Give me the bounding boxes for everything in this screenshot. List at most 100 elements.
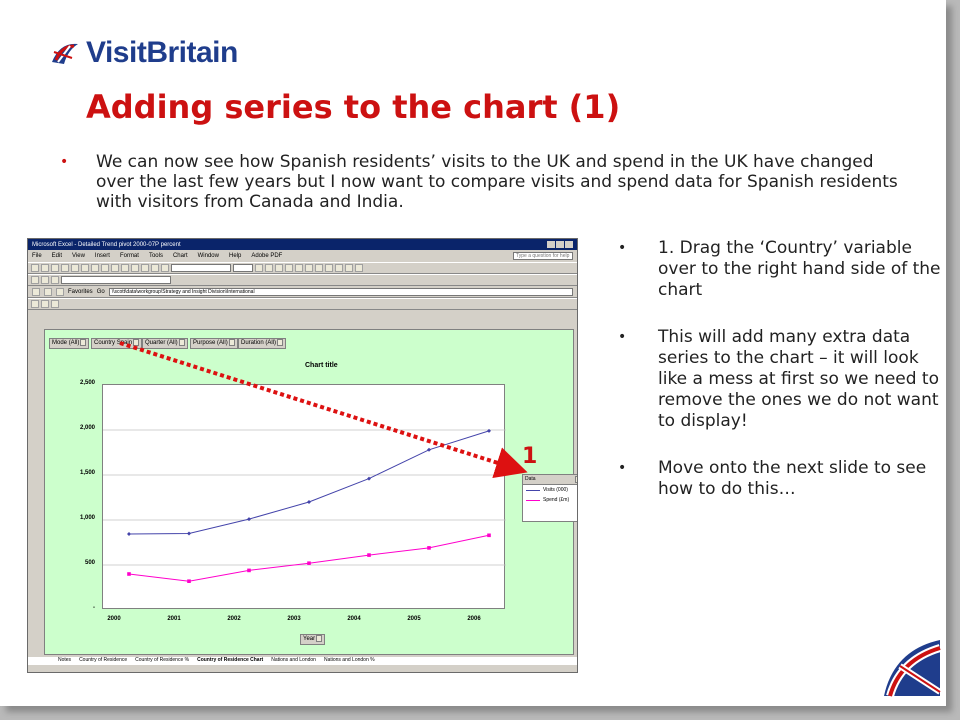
page-field-value: (All) xyxy=(265,340,277,347)
data-point[interactable] xyxy=(307,561,311,565)
borders-icon[interactable] xyxy=(335,264,343,272)
data-point[interactable] xyxy=(247,517,251,522)
dropdown-icon[interactable] xyxy=(316,635,323,642)
visitbritain-logo: VisitBritain xyxy=(50,36,238,70)
legend-data-field[interactable]: Data xyxy=(523,475,577,485)
menu-file[interactable]: File xyxy=(32,253,42,259)
maximize-icon[interactable] xyxy=(556,241,564,248)
copy-icon[interactable] xyxy=(101,264,109,272)
align-center-icon[interactable] xyxy=(295,264,303,272)
page-field-duration[interactable]: Duration (All) xyxy=(238,338,287,349)
menu-edit[interactable]: Edit xyxy=(51,253,63,259)
chart-legend[interactable]: Data Visits (000) Spend (£m) xyxy=(522,474,577,522)
data-point[interactable] xyxy=(487,428,491,433)
print-icon[interactable] xyxy=(61,264,69,272)
data-point[interactable] xyxy=(127,531,131,536)
plot-area[interactable] xyxy=(102,384,506,609)
close-icon[interactable] xyxy=(565,241,573,248)
sheet-tab-country-of-residence-pct[interactable]: Country of Residence % xyxy=(135,657,190,663)
excel-screenshot: Microsoft Excel - Detailed Trend pivot 2… xyxy=(27,238,578,673)
reply-with-changes-button[interactable] xyxy=(61,276,171,284)
menu-view[interactable]: View xyxy=(72,253,85,259)
data-point[interactable] xyxy=(487,533,491,538)
sheet-tab-country-of-residence-chart[interactable]: Country of Residence Chart xyxy=(197,657,264,663)
chart-wizard-icon[interactable] xyxy=(161,264,169,272)
save-icon[interactable] xyxy=(51,264,59,272)
dropdown-icon[interactable] xyxy=(575,476,577,483)
chart-area[interactable]: Mode (All) Country Spain Quarter (All) P… xyxy=(44,329,577,655)
pdf-mail-icon[interactable] xyxy=(41,300,49,308)
back-icon[interactable] xyxy=(32,287,40,296)
fill-color-icon[interactable] xyxy=(345,264,353,272)
data-point[interactable] xyxy=(307,500,311,504)
menu-help[interactable]: Help xyxy=(228,253,242,259)
data-point[interactable] xyxy=(367,476,371,481)
cut-icon[interactable] xyxy=(91,264,99,272)
open-icon[interactable] xyxy=(41,264,49,272)
data-point[interactable] xyxy=(367,553,371,557)
go-button[interactable]: Go xyxy=(96,288,105,295)
menu-adobe-pdf[interactable]: Adobe PDF xyxy=(251,253,283,259)
sum-icon[interactable] xyxy=(141,264,149,272)
dropdown-icon[interactable] xyxy=(178,339,185,346)
data-point[interactable] xyxy=(187,579,191,583)
stop-icon[interactable] xyxy=(56,287,64,296)
data-point[interactable] xyxy=(127,572,131,576)
sheet-tab-nations-and-london[interactable]: Nations and London xyxy=(271,657,316,663)
align-left-icon[interactable] xyxy=(285,264,293,272)
dropdown-icon[interactable] xyxy=(228,339,235,346)
review-icon[interactable] xyxy=(31,276,39,284)
legend-entry[interactable]: Visits (000) xyxy=(523,485,577,495)
legend-swatch xyxy=(526,499,540,501)
italic-icon[interactable] xyxy=(265,264,273,272)
menu-window[interactable]: Window xyxy=(197,253,219,259)
bold-icon[interactable] xyxy=(255,264,263,272)
underline-icon[interactable] xyxy=(275,264,283,272)
menu-insert[interactable]: Insert xyxy=(94,253,110,259)
sheet-tab-notes[interactable]: Notes xyxy=(58,657,72,663)
chart-title[interactable]: Chart title xyxy=(305,362,338,369)
font-color-icon[interactable] xyxy=(355,264,363,272)
spelling-icon[interactable] xyxy=(81,264,89,272)
page-field-quarter[interactable]: Quarter (All) xyxy=(142,338,188,349)
minimize-icon[interactable] xyxy=(547,241,555,248)
sheet-tab-nations-and-london-pct[interactable]: Nations and London % xyxy=(323,657,375,663)
paste-icon[interactable] xyxy=(111,264,119,272)
font-size-select[interactable] xyxy=(233,264,253,272)
menu-chart[interactable]: Chart xyxy=(172,253,188,259)
new-icon[interactable] xyxy=(31,264,39,272)
pdf-icon[interactable] xyxy=(31,300,39,308)
data-point[interactable] xyxy=(427,546,431,550)
font-name-select[interactable] xyxy=(171,264,231,272)
data-point[interactable] xyxy=(187,531,191,536)
page-field-mode[interactable]: Mode (All) xyxy=(49,338,90,349)
dropdown-icon[interactable] xyxy=(277,339,284,346)
page-field-country[interactable]: Country Spain xyxy=(91,338,143,349)
track-changes-icon[interactable] xyxy=(51,276,59,284)
percent-icon[interactable] xyxy=(325,264,333,272)
address-field[interactable]: \\scott\data\workgroup\Strategy and Insi… xyxy=(108,287,573,296)
x-tick-label: 2006 xyxy=(467,616,481,622)
name-box[interactable] xyxy=(51,300,59,308)
union-flag-corner-icon xyxy=(884,640,942,698)
forward-icon[interactable] xyxy=(44,287,52,296)
dropdown-icon[interactable] xyxy=(80,339,87,346)
preview-icon[interactable] xyxy=(71,264,79,272)
undo-icon[interactable] xyxy=(121,264,129,272)
data-point[interactable] xyxy=(247,568,251,573)
align-right-icon[interactable] xyxy=(305,264,313,272)
menu-format[interactable]: Format xyxy=(119,253,139,259)
legend-entry[interactable]: Spend (£m) xyxy=(523,495,577,505)
dropdown-icon[interactable] xyxy=(133,339,140,346)
row-field-year[interactable]: Year xyxy=(300,634,326,645)
sheet-tab-country-of-residence[interactable]: Country of Residence xyxy=(79,657,128,663)
comment-icon[interactable] xyxy=(41,276,49,284)
data-point[interactable] xyxy=(427,447,431,452)
currency-icon[interactable] xyxy=(315,264,323,272)
page-field-purpose[interactable]: Purpose (All) xyxy=(190,338,238,349)
menu-tools[interactable]: Tools xyxy=(148,253,163,259)
sort-icon[interactable] xyxy=(151,264,159,272)
help-search-input[interactable]: Type a question for help xyxy=(513,252,573,260)
favorites-button[interactable]: Favorites xyxy=(68,288,93,295)
redo-icon[interactable] xyxy=(131,264,139,272)
